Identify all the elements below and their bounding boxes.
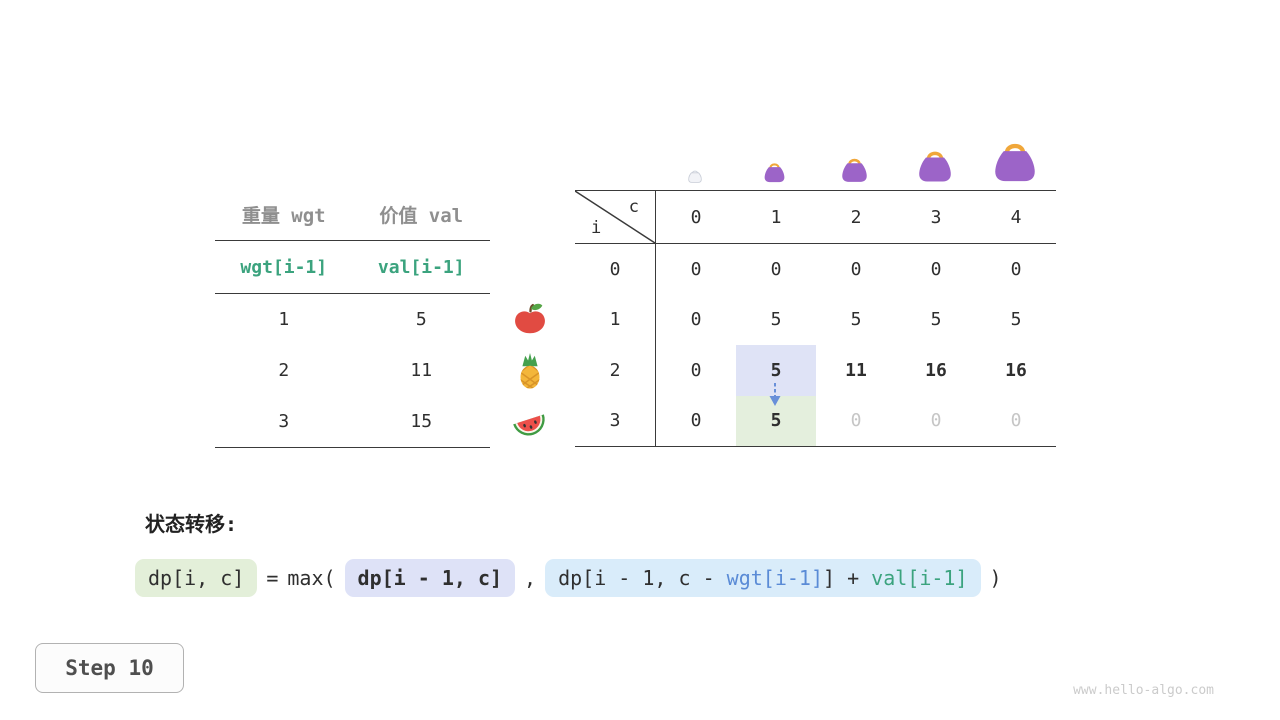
val-accessor-label: val[i-1]	[352, 240, 490, 294]
transition-arrow-icon	[769, 383, 781, 406]
dp-col-header-3: 3	[896, 190, 976, 244]
dp-col-header-2: 2	[816, 190, 896, 244]
bag-icon-capacity-0	[687, 167, 703, 183]
dp-col-header-1: 1	[736, 190, 816, 244]
item-row-1: 1 5	[215, 294, 490, 346]
items-header-row: 重量 wgt 价值 val	[215, 188, 490, 241]
watermelon-icon	[511, 403, 549, 441]
item-row-2: 2 11	[215, 345, 490, 396]
dp-cell-1-3: 5	[930, 309, 942, 331]
dp-cell-1-4: 5	[1010, 309, 1022, 331]
dp-col-header-0: 0	[655, 190, 736, 244]
item-3-weight: 3	[215, 396, 353, 448]
dp-corner-cell: c i	[575, 190, 656, 244]
row-variable-label: i	[591, 218, 602, 238]
dp-cell-0-4: 0	[1010, 258, 1022, 280]
dp-row-0: 0 0 0 0 0 0	[575, 243, 1056, 295]
item-row-3: 3 15	[215, 396, 490, 448]
dp-cell-2-2: 11	[845, 359, 867, 381]
formula-option-take: dp[i - 1, c - wgt[i-1]] + val[i-1]	[545, 559, 981, 597]
formula-equals: =	[266, 566, 279, 590]
item-1-value: 5	[415, 309, 427, 330]
watermark: www.hello-algo.com	[1073, 683, 1214, 698]
step-badge: Step 10	[35, 643, 184, 693]
dp-row-header-3: 3	[575, 395, 656, 447]
take-prefix: dp[i - 1, c -	[558, 566, 727, 590]
dp-cell-1-0: 0	[690, 309, 702, 331]
item-2-weight: 2	[278, 360, 290, 381]
dp-row-3: 3 0 5 0 0 0	[575, 395, 1056, 447]
dp-cell-1-1: 5	[770, 309, 782, 331]
dp-row-1: 1 0 5 5 5 5	[575, 294, 1056, 345]
dp-cell-0-3: 0	[930, 258, 942, 280]
transition-formula: dp[i, c] = max( dp[i - 1, c] , dp[i - 1,…	[135, 559, 1002, 597]
dp-cell-3-0: 0	[655, 395, 736, 447]
bag-icon-capacity-1	[762, 158, 787, 183]
dp-cell-0-1: 0	[770, 258, 782, 280]
bag-icon-capacity-3	[915, 143, 955, 183]
dp-cell-2-3: 16	[925, 359, 947, 381]
item-1-weight: 1	[278, 309, 290, 330]
dp-cell-2-1-source-highlight: 5	[736, 345, 816, 396]
take-wgt-term: wgt[i-1]	[726, 566, 823, 590]
dp-cell-2-4: 16	[1005, 359, 1027, 381]
dp-cell-0-2: 0	[850, 258, 862, 280]
dp-row-header-2: 2	[575, 345, 656, 396]
formula-lhs: dp[i, c]	[135, 559, 258, 597]
state-transition-label: 状态转移:	[145, 512, 238, 536]
items-accessor-row: wgt[i-1] val[i-1]	[215, 240, 490, 294]
item-2-value: 11	[410, 360, 433, 381]
dp-header-row: c i 0 1 2 3 4	[575, 190, 1056, 244]
corner-diagonal-line	[575, 191, 655, 243]
dp-row-2: 2 0 5 11 16 16	[575, 345, 1056, 396]
bag-icon-capacity-4	[990, 133, 1040, 183]
pineapple-icon	[511, 352, 549, 390]
item-3-value: 15	[352, 396, 490, 448]
dp-row-header-1: 1	[575, 294, 656, 345]
apple-icon	[511, 299, 549, 337]
dp-cell-2-0: 0	[690, 359, 702, 381]
take-val-term: val[i-1]	[871, 566, 968, 590]
dp-col-header-4: 4	[976, 190, 1056, 244]
items-table: 重量 wgt 价值 val wgt[i-1] val[i-1] 1 5 2 11…	[215, 188, 490, 448]
bag-icon-capacity-2	[839, 152, 870, 183]
items-col-header-value: 价值 val	[352, 188, 490, 241]
dp-cell-0-0: 0	[690, 258, 702, 280]
dp-cell-3-3: 0	[896, 395, 976, 447]
dp-cell-1-2: 5	[850, 309, 862, 331]
formula-comma: ,	[524, 566, 537, 590]
dp-cell-3-2: 0	[816, 395, 896, 447]
formula-close-paren: )	[989, 566, 1002, 590]
formula-max-open: max(	[287, 566, 336, 590]
wgt-accessor-label: wgt[i-1]	[215, 240, 353, 294]
take-mid: ] +	[823, 566, 872, 590]
step-label: Step 10	[65, 656, 154, 680]
dp-table: c i 0 1 2 3 4 0 0 0 0 0 0 1 0 5 5 5 5 2 …	[575, 190, 1056, 447]
col-variable-label: c	[628, 197, 639, 217]
dp-cell-3-4: 0	[976, 395, 1056, 447]
formula-option-keep: dp[i - 1, c]	[344, 559, 516, 597]
dp-row-header-0: 0	[575, 243, 656, 295]
items-col-header-weight: 重量 wgt	[215, 188, 353, 241]
